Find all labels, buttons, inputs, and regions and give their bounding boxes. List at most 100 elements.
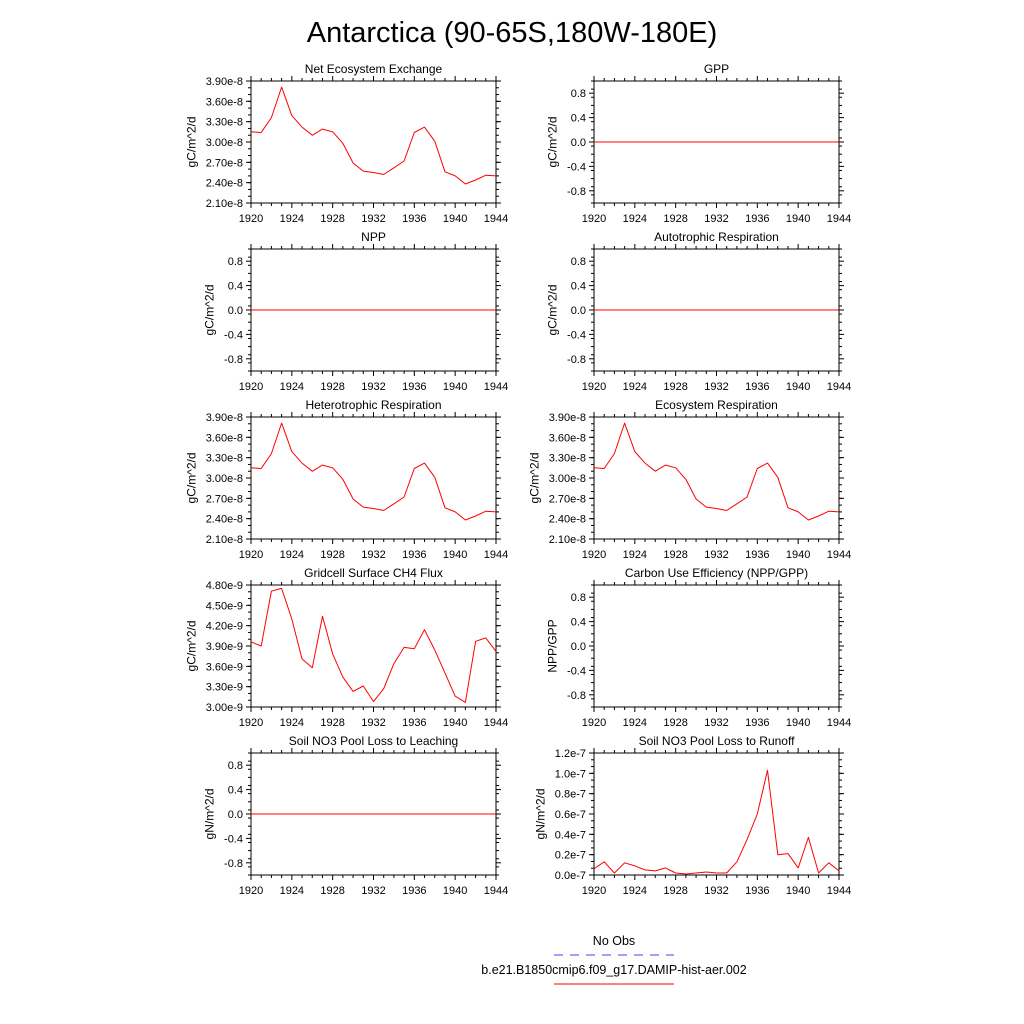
x-tick-label: 1940 [443, 885, 467, 897]
y-tick-label: 3.60e-8 [206, 96, 243, 108]
x-tick-label: 1924 [280, 717, 304, 729]
series-line [593, 422, 840, 521]
y-tick-label: 3.30e-8 [549, 453, 586, 465]
y-tick-label: 0.4 [571, 281, 586, 293]
y-tick-label: 4.80e-9 [206, 580, 243, 592]
x-tick-label: 1928 [663, 381, 687, 393]
x-tick-label: 1920 [239, 885, 263, 897]
x-tick-label: 1940 [443, 381, 467, 393]
x-tick-label: 1936 [402, 717, 426, 729]
x-tick-label: 1936 [745, 549, 769, 561]
y-tick-label: 3.30e-8 [206, 117, 243, 129]
y-tick-label: 0.4 [228, 785, 243, 797]
chart-panel-10: Soil NO3 Pool Loss to Runoff 1920 1924 1928… [533, 734, 851, 897]
legend-obs-label: No Obs [593, 934, 635, 948]
y-axis-label: gC/m^2/d [546, 285, 560, 336]
x-tick-label: 1924 [623, 213, 647, 225]
panel-title: Heterotrophic Respiration [305, 398, 441, 412]
y-tick-label: 3.60e-9 [206, 661, 243, 673]
x-tick-label: 1920 [582, 381, 606, 393]
y-axis-label: gC/m^2/d [184, 621, 198, 672]
x-tick-label: 1940 [443, 213, 467, 225]
y-tick-label: 2.40e-8 [206, 178, 243, 190]
x-tick-label: 1928 [663, 549, 687, 561]
x-tick-label: 1940 [443, 717, 467, 729]
plot-frame [250, 416, 497, 540]
x-tick-label: 1920 [239, 717, 263, 729]
x-tick-label: 1924 [280, 885, 304, 897]
panel-title: Autotrophic Respiration [654, 230, 779, 244]
y-tick-label: -0.4 [224, 833, 243, 845]
y-tick-label: 2.70e-8 [206, 493, 243, 505]
chart-panel-6: Ecosystem Respiration 1920 1924 1928 1932 193… [527, 398, 851, 561]
chart-panel-3: NPP 1920 1924 1928 1932 1936 1940 1944 -0.8 -0.4 0… [203, 230, 509, 393]
x-tick-label: 1936 [745, 213, 769, 225]
y-axis-label: gN/m^2/d [533, 789, 547, 840]
x-tick-label: 1928 [320, 717, 344, 729]
y-tick-label: 0.0 [228, 305, 243, 317]
plot-frame [593, 584, 840, 708]
x-tick-label: 1932 [704, 381, 728, 393]
y-tick-label: -0.4 [224, 329, 243, 341]
chart-panel-4: Autotrophic Respiration 1920 1924 1928 1932 1… [546, 230, 852, 393]
chart-panel-1: Net Ecosystem Exchange 1920 1924 1928 1932 19… [184, 62, 508, 225]
x-tick-label: 1928 [663, 717, 687, 729]
y-tick-label: -0.8 [567, 690, 586, 702]
y-tick-label: 3.00e-8 [549, 473, 586, 485]
y-axis-label: gC/m^2/d [546, 117, 560, 168]
x-tick-label: 1936 [402, 213, 426, 225]
x-tick-label: 1944 [827, 213, 851, 225]
x-tick-label: 1940 [443, 549, 467, 561]
y-tick-label: 3.30e-9 [206, 682, 243, 694]
y-tick-label: 3.90e-8 [206, 76, 243, 88]
y-tick-label: 2.40e-8 [206, 514, 243, 526]
x-tick-label: 1944 [484, 549, 508, 561]
y-tick-label: 3.00e-9 [206, 702, 243, 714]
y-tick-label: 1.2e-7 [555, 748, 586, 760]
y-tick-label: 2.10e-8 [206, 198, 243, 210]
y-tick-label: 3.90e-8 [549, 412, 586, 424]
panel-title: Carbon Use Efficiency (NPP/GPP) [625, 566, 808, 580]
x-tick-label: 1944 [484, 885, 508, 897]
x-tick-label: 1932 [704, 717, 728, 729]
y-axis-label: gC/m^2/d [184, 453, 198, 504]
x-tick-label: 1936 [402, 885, 426, 897]
panel-title: Soil NO3 Pool Loss to Runoff [639, 734, 796, 748]
legend-model-label: b.e21.B1850cmip6.f09_g17.DAMIP-hist-aer.… [481, 963, 746, 977]
x-tick-label: 1936 [745, 717, 769, 729]
x-tick-label: 1920 [582, 717, 606, 729]
y-tick-label: 2.70e-8 [206, 157, 243, 169]
chart-panel-8: Carbon Use Efficiency (NPP/GPP) 1920 1924 1… [546, 566, 852, 729]
y-tick-label: 0.8 [228, 256, 243, 268]
y-tick-label: 0.0 [228, 809, 243, 821]
x-tick-label: 1932 [361, 717, 385, 729]
panel-title: Soil NO3 Pool Loss to Leaching [289, 734, 458, 748]
y-tick-label: -0.8 [224, 354, 243, 366]
x-tick-label: 1928 [320, 885, 344, 897]
y-axis-label: gN/m^2/d [203, 789, 217, 840]
y-tick-label: 2.40e-8 [549, 514, 586, 526]
x-tick-label: 1944 [827, 885, 851, 897]
y-tick-label: 0.8 [571, 88, 586, 100]
y-tick-label: 0.4 [228, 281, 243, 293]
y-tick-label: 3.30e-8 [206, 453, 243, 465]
panel-grid: Net Ecosystem Exchange 1920 1924 1928 1932 19… [184, 62, 851, 897]
x-tick-label: 1940 [786, 381, 810, 393]
x-tick-label: 1932 [361, 549, 385, 561]
x-tick-label: 1928 [320, 549, 344, 561]
x-tick-label: 1924 [623, 549, 647, 561]
y-tick-label: 0.2e-7 [555, 850, 586, 862]
x-tick-label: 1920 [582, 213, 606, 225]
y-tick-label: -0.4 [567, 161, 586, 173]
x-tick-label: 1932 [704, 213, 728, 225]
x-tick-label: 1924 [623, 717, 647, 729]
y-tick-label: 0.8 [228, 760, 243, 772]
y-tick-label: 0.0 [571, 137, 586, 149]
y-tick-label: -0.4 [567, 665, 586, 677]
plot-frame [250, 584, 497, 708]
panel-title: Net Ecosystem Exchange [305, 62, 443, 76]
legend: No Obs b.e21.B1850cmip6.f09_g17.DAMIP-hi… [481, 934, 747, 985]
x-tick-label: 1936 [745, 381, 769, 393]
x-tick-label: 1940 [786, 717, 810, 729]
